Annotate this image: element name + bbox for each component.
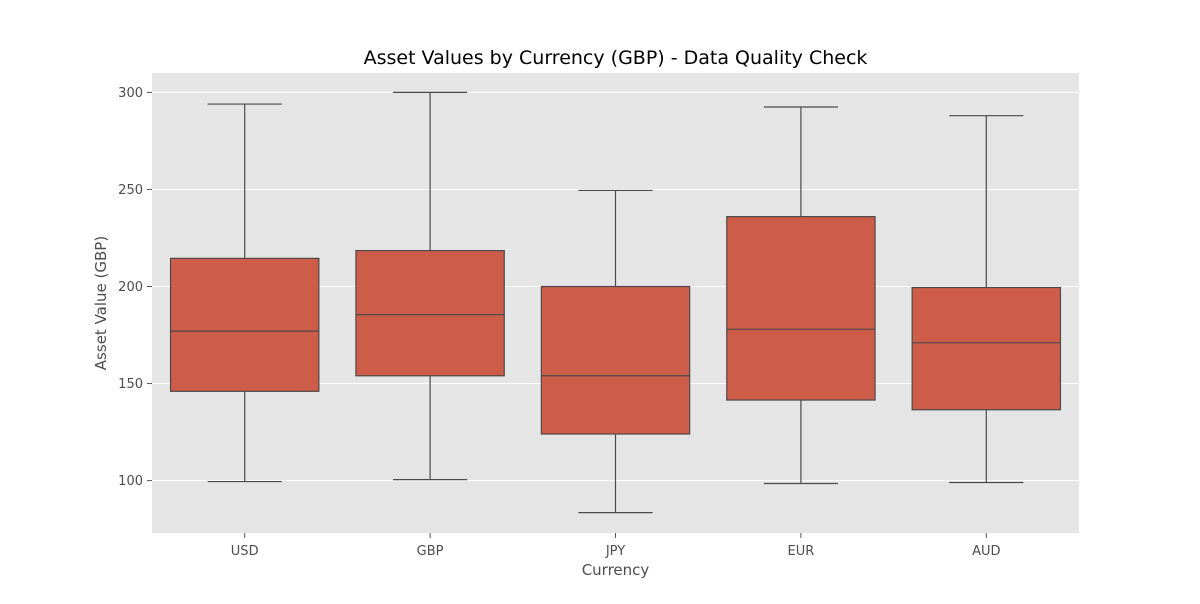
box-gbp xyxy=(355,91,505,481)
box-aud xyxy=(911,115,1062,484)
y-tick-label: 150 xyxy=(118,377,143,392)
iqr-box xyxy=(169,257,320,392)
chart-title: Asset Values by Currency (GBP) - Data Qu… xyxy=(364,47,868,69)
y-tick-label: 200 xyxy=(118,280,143,295)
y-axis-ticks: 100 150 200 250 300 xyxy=(118,86,152,489)
x-tick-label: USD xyxy=(231,544,259,559)
box-eur xyxy=(726,106,876,485)
x-axis-label: Currency xyxy=(582,561,650,579)
x-tick-label: GBP xyxy=(417,544,444,559)
y-axis-label: Asset Value (GBP) xyxy=(92,236,110,370)
x-tick-label: JPY xyxy=(605,544,625,559)
y-tick-label: 300 xyxy=(118,86,143,101)
box-series xyxy=(169,91,1062,514)
box-usd xyxy=(169,103,320,483)
iqr-box xyxy=(355,249,505,377)
iqr-box xyxy=(540,285,691,435)
x-axis-ticks: USD GBP JPY EUR AUD xyxy=(231,533,1001,559)
x-tick-label: AUD xyxy=(972,544,1000,559)
x-tick-label: EUR xyxy=(788,544,815,559)
y-tick-label: 100 xyxy=(118,474,143,489)
iqr-box xyxy=(726,216,876,401)
box-jpy xyxy=(540,189,691,514)
iqr-box xyxy=(911,286,1062,411)
y-tick-label: 250 xyxy=(118,183,143,198)
